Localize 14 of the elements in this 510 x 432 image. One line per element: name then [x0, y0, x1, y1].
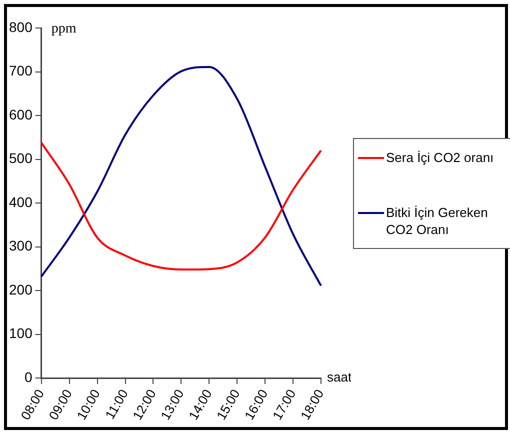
- legend-label: Sera İçi CO2 oranı: [386, 149, 495, 166]
- y-tick-label: 600: [9, 106, 33, 122]
- y-tick-label: 100: [9, 325, 33, 342]
- y-tick-label: 700: [9, 62, 33, 79]
- y-axis-title: ppm: [51, 22, 76, 37]
- y-tick-label: 300: [9, 238, 33, 254]
- legend-label: Bitki İçin Gereken CO2 Oranı: [386, 204, 489, 238]
- y-tick-label: 500: [9, 150, 33, 166]
- y-tick-label: 200: [9, 281, 33, 298]
- y-tick-label: 400: [9, 194, 33, 210]
- y-tick-label: 0: [24, 368, 33, 385]
- line-series: [40, 142, 322, 271]
- y-tick-label: 800: [9, 18, 33, 35]
- line-series: [40, 66, 322, 287]
